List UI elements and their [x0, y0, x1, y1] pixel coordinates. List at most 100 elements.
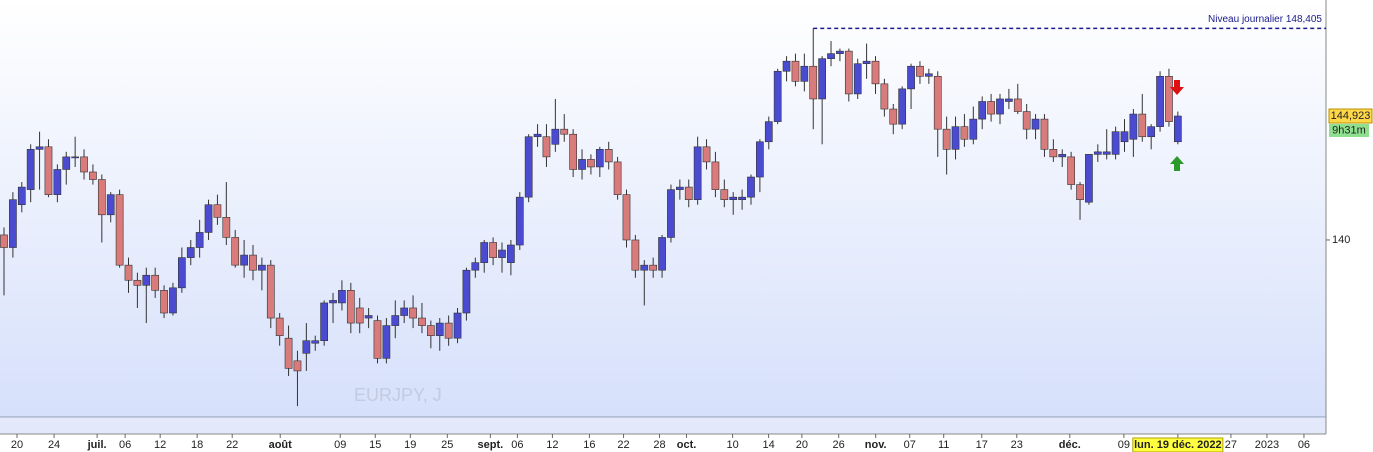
- x-tick-label: 12: [154, 439, 166, 451]
- candle-body: [524, 136, 533, 198]
- x-tick-label: oct.: [677, 439, 697, 451]
- candle-body: [266, 264, 275, 319]
- plot-footer: [0, 418, 1326, 434]
- candle-body: [827, 53, 835, 59]
- candle-body: [151, 274, 160, 291]
- candle-body: [942, 128, 951, 150]
- candle-body: [195, 232, 204, 248]
- candle-body: [844, 50, 853, 95]
- x-tick-label: sept.: [478, 439, 504, 451]
- candle-body: [133, 279, 142, 286]
- candle-body: [667, 189, 675, 238]
- x-tick-label: 14: [762, 439, 774, 451]
- countdown-box: [1329, 124, 1369, 138]
- candle-body: [836, 50, 844, 54]
- candle-body: [373, 320, 382, 359]
- candle-body: [1005, 98, 1013, 102]
- candle-body: [1173, 115, 1182, 143]
- candle-body: [275, 317, 284, 336]
- date-highlight: [1132, 437, 1224, 452]
- countdown: 9h31m: [1332, 124, 1366, 136]
- candle-body: [809, 65, 818, 100]
- x-tick-label: juil.: [87, 439, 107, 451]
- candle-body: [115, 194, 124, 266]
- x-tick-label: 22: [226, 439, 238, 451]
- x-tick-label: 06: [511, 439, 523, 451]
- candle-body: [587, 159, 595, 168]
- candle-body: [124, 264, 133, 281]
- x-tick-label: 15: [369, 439, 381, 451]
- candle-body: [862, 60, 871, 65]
- candle-body: [80, 156, 88, 173]
- plot-background: [0, 0, 1326, 417]
- candle-body: [418, 317, 426, 326]
- candle-body: [346, 290, 355, 324]
- candle-body: [613, 161, 622, 195]
- candle-body: [311, 340, 320, 344]
- candle-body: [738, 196, 746, 200]
- candle-body: [89, 171, 97, 180]
- candle-body: [791, 60, 800, 82]
- candle-body: [35, 146, 44, 150]
- last-price-box: [1328, 108, 1373, 124]
- candle-body: [53, 169, 62, 195]
- candle-body: [960, 126, 969, 140]
- x-tick-label: 10: [726, 439, 738, 451]
- signals: [1170, 80, 1184, 171]
- candle-body: [782, 60, 791, 72]
- candle-body: [426, 325, 435, 336]
- candle-body: [1165, 75, 1173, 122]
- candle-body: [747, 176, 755, 198]
- candle-body: [542, 136, 551, 158]
- candle-body: [933, 75, 942, 130]
- candle-body: [729, 196, 738, 200]
- candle-body: [649, 264, 658, 271]
- candle-body: [26, 149, 35, 190]
- candle-body: [693, 146, 702, 200]
- x-tick-label: 12: [546, 439, 558, 451]
- candle-body: [71, 156, 80, 159]
- candle-body: [17, 186, 26, 206]
- candle-body: [329, 300, 337, 304]
- x-tick-label: 19: [404, 439, 416, 451]
- candle-body: [889, 108, 898, 125]
- candle-body: [1093, 151, 1102, 155]
- candle-body: [764, 121, 773, 143]
- level-label: Niveau journalier 148,405: [1208, 14, 1322, 25]
- candle-body: [987, 101, 995, 115]
- candle-body: [1067, 156, 1075, 185]
- candle-body: [489, 242, 497, 258]
- candle-body: [1156, 75, 1164, 127]
- candle-body: [1085, 154, 1093, 203]
- candle-body: [409, 307, 417, 319]
- candle-body: [720, 189, 729, 200]
- candle-body: [711, 161, 720, 190]
- candle-body: [684, 186, 693, 200]
- candle-body: [498, 249, 506, 258]
- candle-body: [1138, 113, 1147, 138]
- x-tick-label: 17: [976, 439, 988, 451]
- candle-body: [213, 204, 222, 218]
- candle-body: [293, 360, 302, 372]
- candle-body: [1111, 131, 1120, 155]
- candle-body: [978, 101, 987, 120]
- x-tick-label: 22: [617, 439, 629, 451]
- candle-body: [969, 118, 978, 140]
- candle-body: [186, 247, 195, 258]
- candle-body: [471, 262, 480, 271]
- x-tick-label: 25: [441, 439, 453, 451]
- candle-body: [604, 149, 613, 163]
- candle-body: [1013, 98, 1022, 112]
- candle-body: [1120, 131, 1129, 143]
- candle-body: [853, 63, 862, 95]
- candle-body: [0, 234, 8, 248]
- candle-body: [444, 322, 453, 339]
- up-arrow: [1170, 156, 1184, 171]
- x-tick-label: 09: [1118, 439, 1130, 451]
- x-tick-label: 11: [938, 439, 949, 451]
- down-arrow: [1170, 80, 1184, 95]
- candle-body: [880, 83, 889, 110]
- candle-body: [249, 254, 257, 271]
- x-tick-label: 06: [119, 439, 131, 451]
